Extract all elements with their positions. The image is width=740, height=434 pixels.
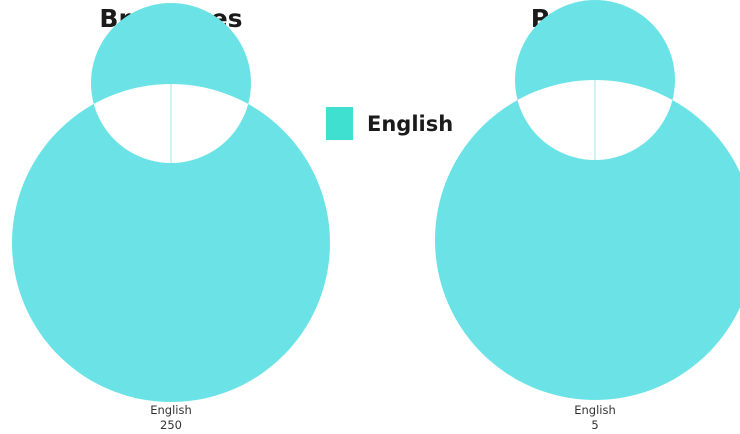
legend-label-english: English [367,111,454,136]
data-label-posters: English 5 [555,403,635,433]
slice-english [11,3,330,403]
data-label-category: English [150,403,192,417]
legend: English [326,107,453,140]
data-label-value: 250 [160,418,182,432]
data-label-brochures: English 250 [131,403,211,433]
data-label-category: English [574,403,616,417]
data-label-value: 5 [591,418,599,432]
legend-swatch-english [326,107,353,140]
slice-english [434,0,740,400]
